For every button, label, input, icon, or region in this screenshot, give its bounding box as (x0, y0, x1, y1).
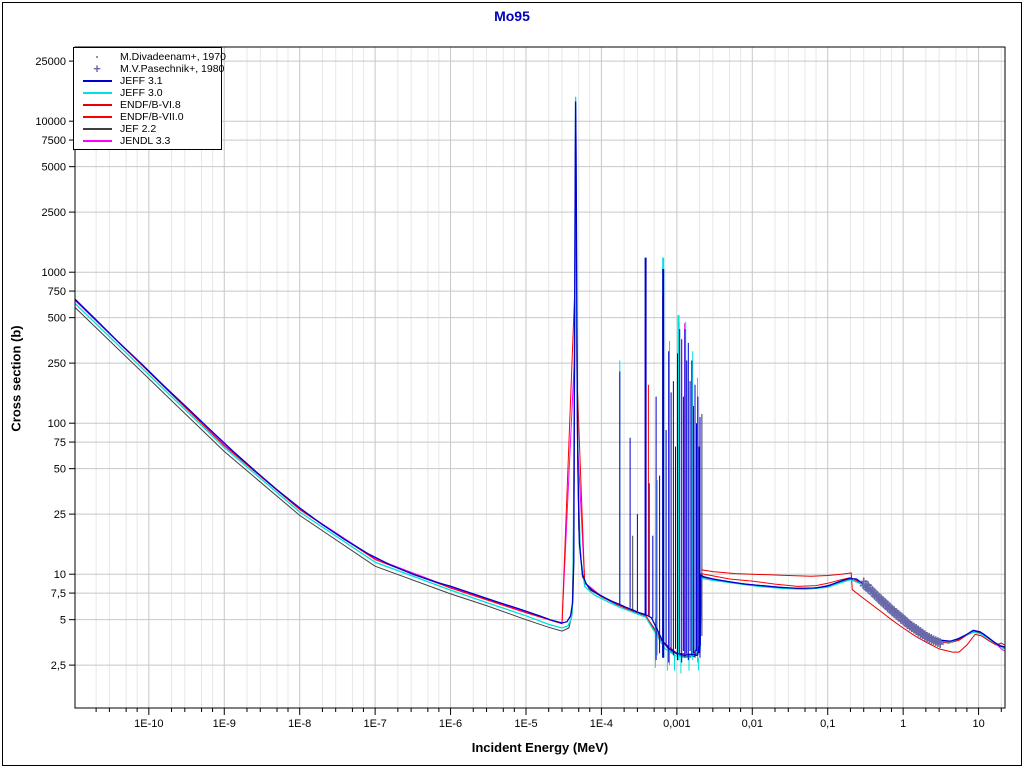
legend-line-swatch (74, 80, 120, 82)
legend-box: M.Divadeenam+, 1970 + M.V.Pasechnik+, 1980… (73, 47, 226, 150)
y-tick-label: 7,5 (51, 588, 66, 600)
y-tick-label: 7500 (42, 135, 66, 147)
y-tick-label: 5 (60, 615, 66, 627)
legend-line-swatch (74, 116, 120, 118)
y-tick-label: 5000 (42, 162, 66, 174)
x-tick-label: 1E-5 (514, 718, 537, 730)
legend-label: JEFF 3.0 (120, 87, 163, 99)
x-tick-label: 0,1 (820, 718, 835, 730)
plus-marker-icon: + (93, 61, 101, 76)
x-tick-label: 0,001 (663, 718, 691, 730)
x-tick-label: 1E-6 (439, 718, 462, 730)
legend-label: JEF 2.2 (120, 123, 157, 135)
legend-label: ENDF/B-VI.8 (120, 99, 181, 111)
y-tick-label: 750 (48, 286, 66, 298)
legend-line-swatch (74, 128, 120, 130)
legend-label: M.Divadeenam+, 1970 (120, 51, 226, 63)
series-endf-b-vii-0 (75, 102, 1005, 656)
y-tick-label: 2500 (42, 207, 66, 219)
x-tick-label: 10 (972, 718, 984, 730)
legend-item-jeff-3-0: JEFF 3.0 (74, 87, 221, 99)
x-tick-label: 1E-7 (364, 718, 387, 730)
legend-label: JEFF 3.1 (120, 75, 163, 87)
legend-item-endf-b-vii-0: ENDF/B-VII.0 (74, 111, 221, 123)
legend-line-swatch (74, 104, 120, 106)
grid-minor (95, 47, 1002, 708)
scatter-m-v-pasechnik-1980 (859, 577, 945, 648)
y-tick-label: 100 (48, 418, 66, 430)
y-axis-title: Cross section (b) (8, 325, 24, 432)
y-tick-label: 500 (48, 313, 66, 325)
y-tick-label: 10000 (35, 116, 66, 128)
x-tick-label: 1E-8 (288, 718, 311, 730)
series-jeff-3-1 (75, 101, 1005, 663)
legend-line-swatch (74, 140, 120, 142)
curves (75, 96, 1005, 674)
y-tick-label: 25000 (35, 56, 66, 68)
y-tick-label: 2,5 (51, 660, 66, 672)
y-tick-label: 1000 (42, 267, 66, 279)
legend-item-jendl-3-3: JENDL 3.3 (74, 135, 221, 147)
y-tick-label: 10 (54, 569, 66, 581)
grid-major (75, 47, 1005, 708)
y-tick-label: 75 (54, 437, 66, 449)
y-tick-label: 25 (54, 509, 66, 521)
legend-item-jeff-3-1: JEFF 3.1 (74, 75, 221, 87)
dot-marker-icon (74, 56, 120, 58)
x-tick-label: 1E-4 (590, 718, 613, 730)
legend-item-endf-b-vi-8: ENDF/B-VI.8 (74, 99, 221, 111)
series-endf-b-vi-8 (701, 569, 1005, 653)
legend-label: M.V.Pasechnik+, 1980 (120, 63, 225, 75)
legend-item-jef-2-2: JEF 2.2 (74, 123, 221, 135)
plot-frame (74, 46, 1006, 709)
x-tick-label: 1E-10 (134, 718, 163, 730)
y-tick-label: 250 (48, 358, 66, 370)
y-axis: 25000 10000 7500 5000 2500 1000 750 500 250 100 75… (35, 56, 75, 672)
legend-line-swatch (74, 92, 120, 94)
x-tick-label: 1E-9 (213, 718, 236, 730)
x-tick-label: 1 (900, 718, 906, 730)
y-tick-label: 50 (54, 464, 66, 476)
legend-item-m-v-pasechnik-1980: + M.V.Pasechnik+, 1980 (74, 61, 225, 76)
x-axis-title: Incident Energy (MeV) (471, 740, 609, 755)
legend-label: ENDF/B-VII.0 (120, 111, 184, 123)
x-tick-label: 0,01 (742, 718, 763, 730)
series-jendl-3-3 (75, 103, 1005, 656)
legend-item-m-divadeenam-1970: M.Divadeenam+, 1970 (74, 51, 226, 63)
legend-label: JENDL 3.3 (120, 135, 171, 147)
x-axis: 1E-10 1E-9 1E-8 1E-7 1E-6 1E-5 1E-4 0,001 0,01 0,… (95, 708, 1002, 730)
chart-title: Mo95 (494, 8, 530, 24)
